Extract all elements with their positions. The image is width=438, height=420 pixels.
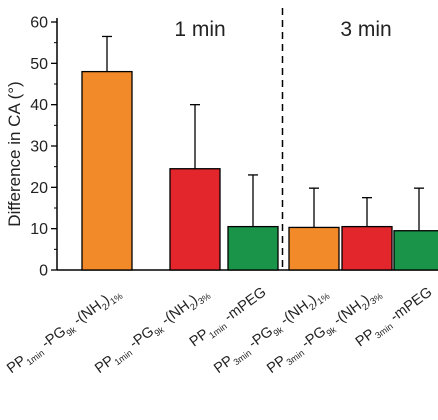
- bar-2: [169, 168, 221, 271]
- bar-5: [341, 225, 393, 271]
- y-tick-label: 0: [39, 263, 48, 280]
- y-tick-label: 20: [30, 180, 48, 197]
- y-tick-label: 30: [30, 139, 48, 156]
- bars: [81, 35, 438, 271]
- bar-1: [81, 70, 133, 271]
- y-tick-label: 60: [30, 15, 48, 32]
- axes: 0 10 20 30 40 50 60 Difference in CA (°): [5, 8, 438, 280]
- bar-6: [393, 230, 438, 271]
- x-tick-label-6: PP3min -mPEG: [353, 284, 437, 352]
- bar-3: [227, 225, 279, 271]
- panel-label-1min: 1 min: [174, 18, 225, 41]
- y-tick-label: 50: [30, 56, 48, 73]
- y-tick-label: 40: [30, 97, 48, 114]
- panel-label-3min: 3 min: [340, 18, 391, 41]
- bar-4: [288, 226, 340, 271]
- y-tick-label: 10: [30, 221, 48, 238]
- y-axis-label: Difference in CA (°): [5, 81, 24, 226]
